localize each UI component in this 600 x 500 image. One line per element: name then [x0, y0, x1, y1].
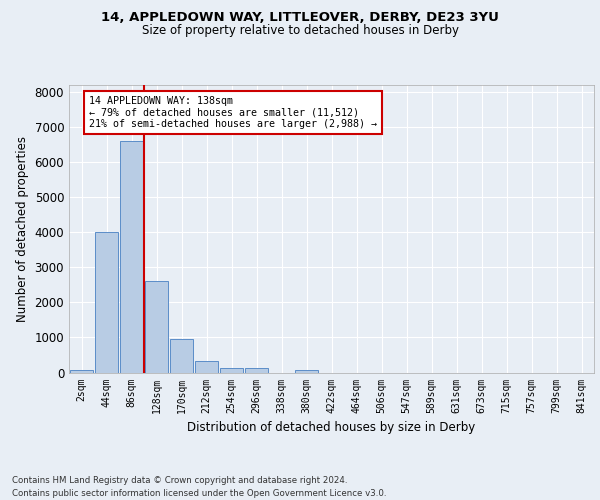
X-axis label: Distribution of detached houses by size in Derby: Distribution of detached houses by size …: [187, 421, 476, 434]
Bar: [95, 232, 118, 372]
Bar: [70, 370, 93, 372]
Bar: [295, 370, 318, 372]
Text: 14 APPLEDOWN WAY: 138sqm
← 79% of detached houses are smaller (11,512)
21% of se: 14 APPLEDOWN WAY: 138sqm ← 79% of detach…: [89, 96, 377, 128]
Bar: [170, 339, 193, 372]
Text: Size of property relative to detached houses in Derby: Size of property relative to detached ho…: [142, 24, 458, 37]
Y-axis label: Number of detached properties: Number of detached properties: [16, 136, 29, 322]
Bar: [120, 141, 143, 372]
Bar: [220, 368, 243, 372]
Bar: [145, 282, 168, 372]
Text: Contains public sector information licensed under the Open Government Licence v3: Contains public sector information licen…: [12, 489, 386, 498]
Bar: [195, 361, 218, 372]
Text: Contains HM Land Registry data © Crown copyright and database right 2024.: Contains HM Land Registry data © Crown c…: [12, 476, 347, 485]
Text: 14, APPLEDOWN WAY, LITTLEOVER, DERBY, DE23 3YU: 14, APPLEDOWN WAY, LITTLEOVER, DERBY, DE…: [101, 11, 499, 24]
Bar: [245, 368, 268, 372]
